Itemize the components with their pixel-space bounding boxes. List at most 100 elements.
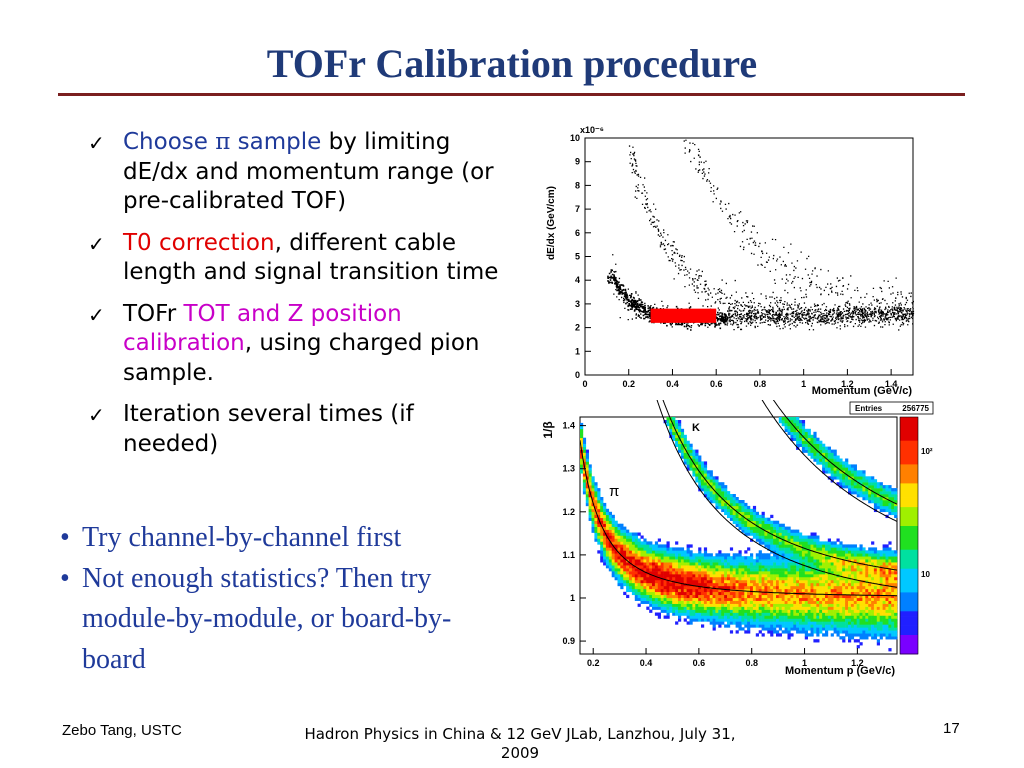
heatmap-cell xyxy=(871,609,875,613)
heatmap-cell xyxy=(873,615,878,619)
heatmap-cell xyxy=(784,532,788,536)
y-tick-label: 9 xyxy=(575,157,580,167)
heatmap-cell xyxy=(784,541,788,545)
heatmap-cell xyxy=(888,636,892,640)
heatmap-cell xyxy=(732,508,736,513)
heatmap-cell xyxy=(712,562,716,566)
heatmap-cell xyxy=(813,624,817,628)
heatmap-cell xyxy=(608,547,612,551)
heatmap-cell xyxy=(799,541,803,545)
heatmap-cell xyxy=(807,437,811,441)
heatmap-cell xyxy=(845,556,849,560)
heatmap-cell xyxy=(675,428,679,433)
heatmap-cell xyxy=(718,562,722,566)
heatmap-cell xyxy=(801,559,806,563)
heatmap-cell xyxy=(617,565,621,569)
heatmap-cell xyxy=(663,606,667,610)
heatmap-cell xyxy=(715,482,719,486)
heatmap-cell xyxy=(729,609,734,613)
heatmap-cell xyxy=(675,425,679,430)
heatmap-cell xyxy=(649,550,653,554)
check-icon: ✓ xyxy=(88,231,105,256)
heatmap-cell xyxy=(836,594,840,599)
heatmap-cell xyxy=(605,544,610,548)
heatmap-cell xyxy=(755,597,759,601)
heatmap-cell xyxy=(801,425,806,430)
heatmap-cell xyxy=(735,559,739,563)
heatmap-cell xyxy=(862,577,866,581)
heatmap-cell xyxy=(646,574,650,578)
heatmap-cell xyxy=(741,621,745,625)
heatmap-cell xyxy=(778,559,782,563)
heatmap-cell xyxy=(675,621,679,625)
heatmap-cell xyxy=(741,565,745,569)
heatmap-cell xyxy=(738,568,742,572)
heatmap-cell xyxy=(784,618,788,622)
heatmap-cell xyxy=(657,603,661,607)
heatmap-cell xyxy=(830,579,834,584)
heatmap-cell xyxy=(790,417,794,421)
heatmap-cell xyxy=(695,574,699,578)
heatmap-cell xyxy=(755,529,759,533)
heatmap-cell xyxy=(767,565,771,569)
x-tick-label: 0 xyxy=(582,379,587,389)
heatmap-cell xyxy=(695,479,699,483)
heatmap-cell xyxy=(767,571,771,575)
heatmap-cell xyxy=(724,511,728,516)
heatmap-cell xyxy=(701,603,705,607)
heatmap-cell xyxy=(879,488,883,492)
heatmap-cell xyxy=(666,588,670,593)
heatmap-cell xyxy=(689,603,693,607)
heatmap-cell xyxy=(767,579,771,584)
heatmap-cell xyxy=(885,547,889,551)
heatmap-cell xyxy=(796,615,800,619)
heatmap-cell xyxy=(755,532,759,536)
heatmap-cell xyxy=(848,485,852,489)
heatmap-cell xyxy=(885,612,889,616)
heatmap-cell xyxy=(750,624,754,628)
heatmap-cell xyxy=(778,618,782,622)
heatmap-cell xyxy=(868,594,872,599)
heatmap-cell xyxy=(793,571,797,575)
heatmap-cell xyxy=(663,553,667,557)
heatmap-cell xyxy=(715,562,719,566)
heatmap-cell xyxy=(871,606,875,610)
heatmap-cell xyxy=(758,523,762,527)
heatmap-cell xyxy=(879,494,883,498)
heatmap-cell xyxy=(885,497,889,501)
heatmap-cell xyxy=(729,547,734,551)
heatmap-cell xyxy=(686,544,690,548)
heatmap-cell xyxy=(767,559,771,563)
heatmap-cell xyxy=(611,571,615,575)
heatmap-cell xyxy=(718,615,722,619)
heatmap-cell xyxy=(819,627,823,631)
heatmap-cell xyxy=(796,618,800,622)
heatmap-cell xyxy=(787,428,791,433)
heatmap-cell xyxy=(807,559,811,563)
heatmap-cell xyxy=(850,565,855,569)
heatmap-cell xyxy=(822,585,826,590)
heatmap-cell xyxy=(836,467,840,471)
heatmap-cell xyxy=(891,579,895,584)
heatmap-cell xyxy=(701,476,705,480)
heatmap-cell xyxy=(758,568,762,572)
heatmap-cell xyxy=(631,562,636,566)
y-tick-label: 2 xyxy=(575,323,580,333)
heatmap-cell xyxy=(894,627,898,631)
heatmap-cell xyxy=(862,556,866,560)
heatmap-cell xyxy=(830,588,834,593)
heatmap-cell xyxy=(712,585,716,590)
heatmap-cell xyxy=(842,559,846,563)
color-scale-step xyxy=(900,521,918,527)
checklist-text: by limiting dE/dx and momentum range (or… xyxy=(123,129,494,214)
heatmap-cell xyxy=(827,565,831,569)
heatmap-cell xyxy=(649,588,653,593)
heatmap-cell xyxy=(672,588,676,593)
heatmap-cell xyxy=(827,556,831,560)
heatmap-cell xyxy=(894,577,898,581)
heatmap-cell xyxy=(735,568,739,572)
heatmap-cell xyxy=(784,624,788,628)
heatmap-cell xyxy=(761,591,765,596)
heatmap-cell xyxy=(822,559,826,563)
heatmap-cell xyxy=(620,571,624,575)
